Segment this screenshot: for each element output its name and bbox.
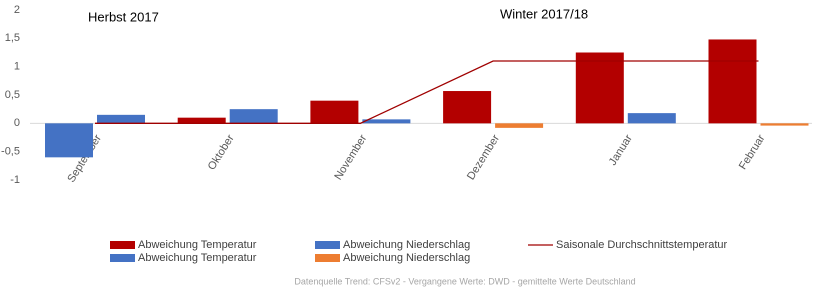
bar	[97, 114, 145, 124]
bar	[627, 113, 676, 124]
y-tick-label: 0	[14, 117, 20, 129]
bar	[229, 109, 278, 124]
y-tick-label: 1	[14, 61, 20, 73]
source: Datenquelle Trend: CFSv2 - Vergangene We…	[294, 276, 635, 286]
bar	[495, 123, 544, 128]
bar	[310, 100, 359, 124]
y-tick-label: -1	[10, 174, 20, 186]
y-tick-label: 1,5	[5, 32, 20, 44]
bar	[177, 117, 226, 124]
bar	[362, 119, 411, 124]
bar	[443, 91, 492, 124]
legend-label: Abweichung Temperatur	[138, 239, 257, 251]
y-tick-label: 2	[14, 4, 20, 16]
bar	[45, 123, 93, 158]
x-tick-label: Oktober	[206, 132, 237, 172]
x-tick-label: Januar	[607, 132, 635, 167]
x-tick-label: Dezember	[465, 132, 502, 182]
bar	[575, 52, 624, 124]
legend-label: Saisonale Durchschnittstemperatur	[556, 239, 728, 251]
bar	[760, 123, 809, 126]
legend-label: Abweichung Niederschlag	[343, 239, 470, 251]
annotation: Winter 2017/18	[500, 6, 588, 21]
legend-label: Abweichung Temperatur	[138, 252, 257, 264]
annotation: Herbst 2017	[88, 9, 159, 24]
legend-label: Abweichung Niederschlag	[343, 252, 470, 264]
y-tick-label: 0,5	[5, 89, 20, 101]
x-tick-label: November	[332, 132, 369, 182]
legend-swatch	[315, 254, 340, 262]
line	[95, 60, 759, 124]
y-tick-label: -0,5	[1, 146, 20, 158]
bar	[708, 39, 757, 124]
legend-swatch	[110, 241, 135, 249]
legend-swatch	[315, 241, 340, 249]
x-tick-label: Februar	[737, 132, 768, 171]
legend-swatch	[110, 254, 135, 262]
